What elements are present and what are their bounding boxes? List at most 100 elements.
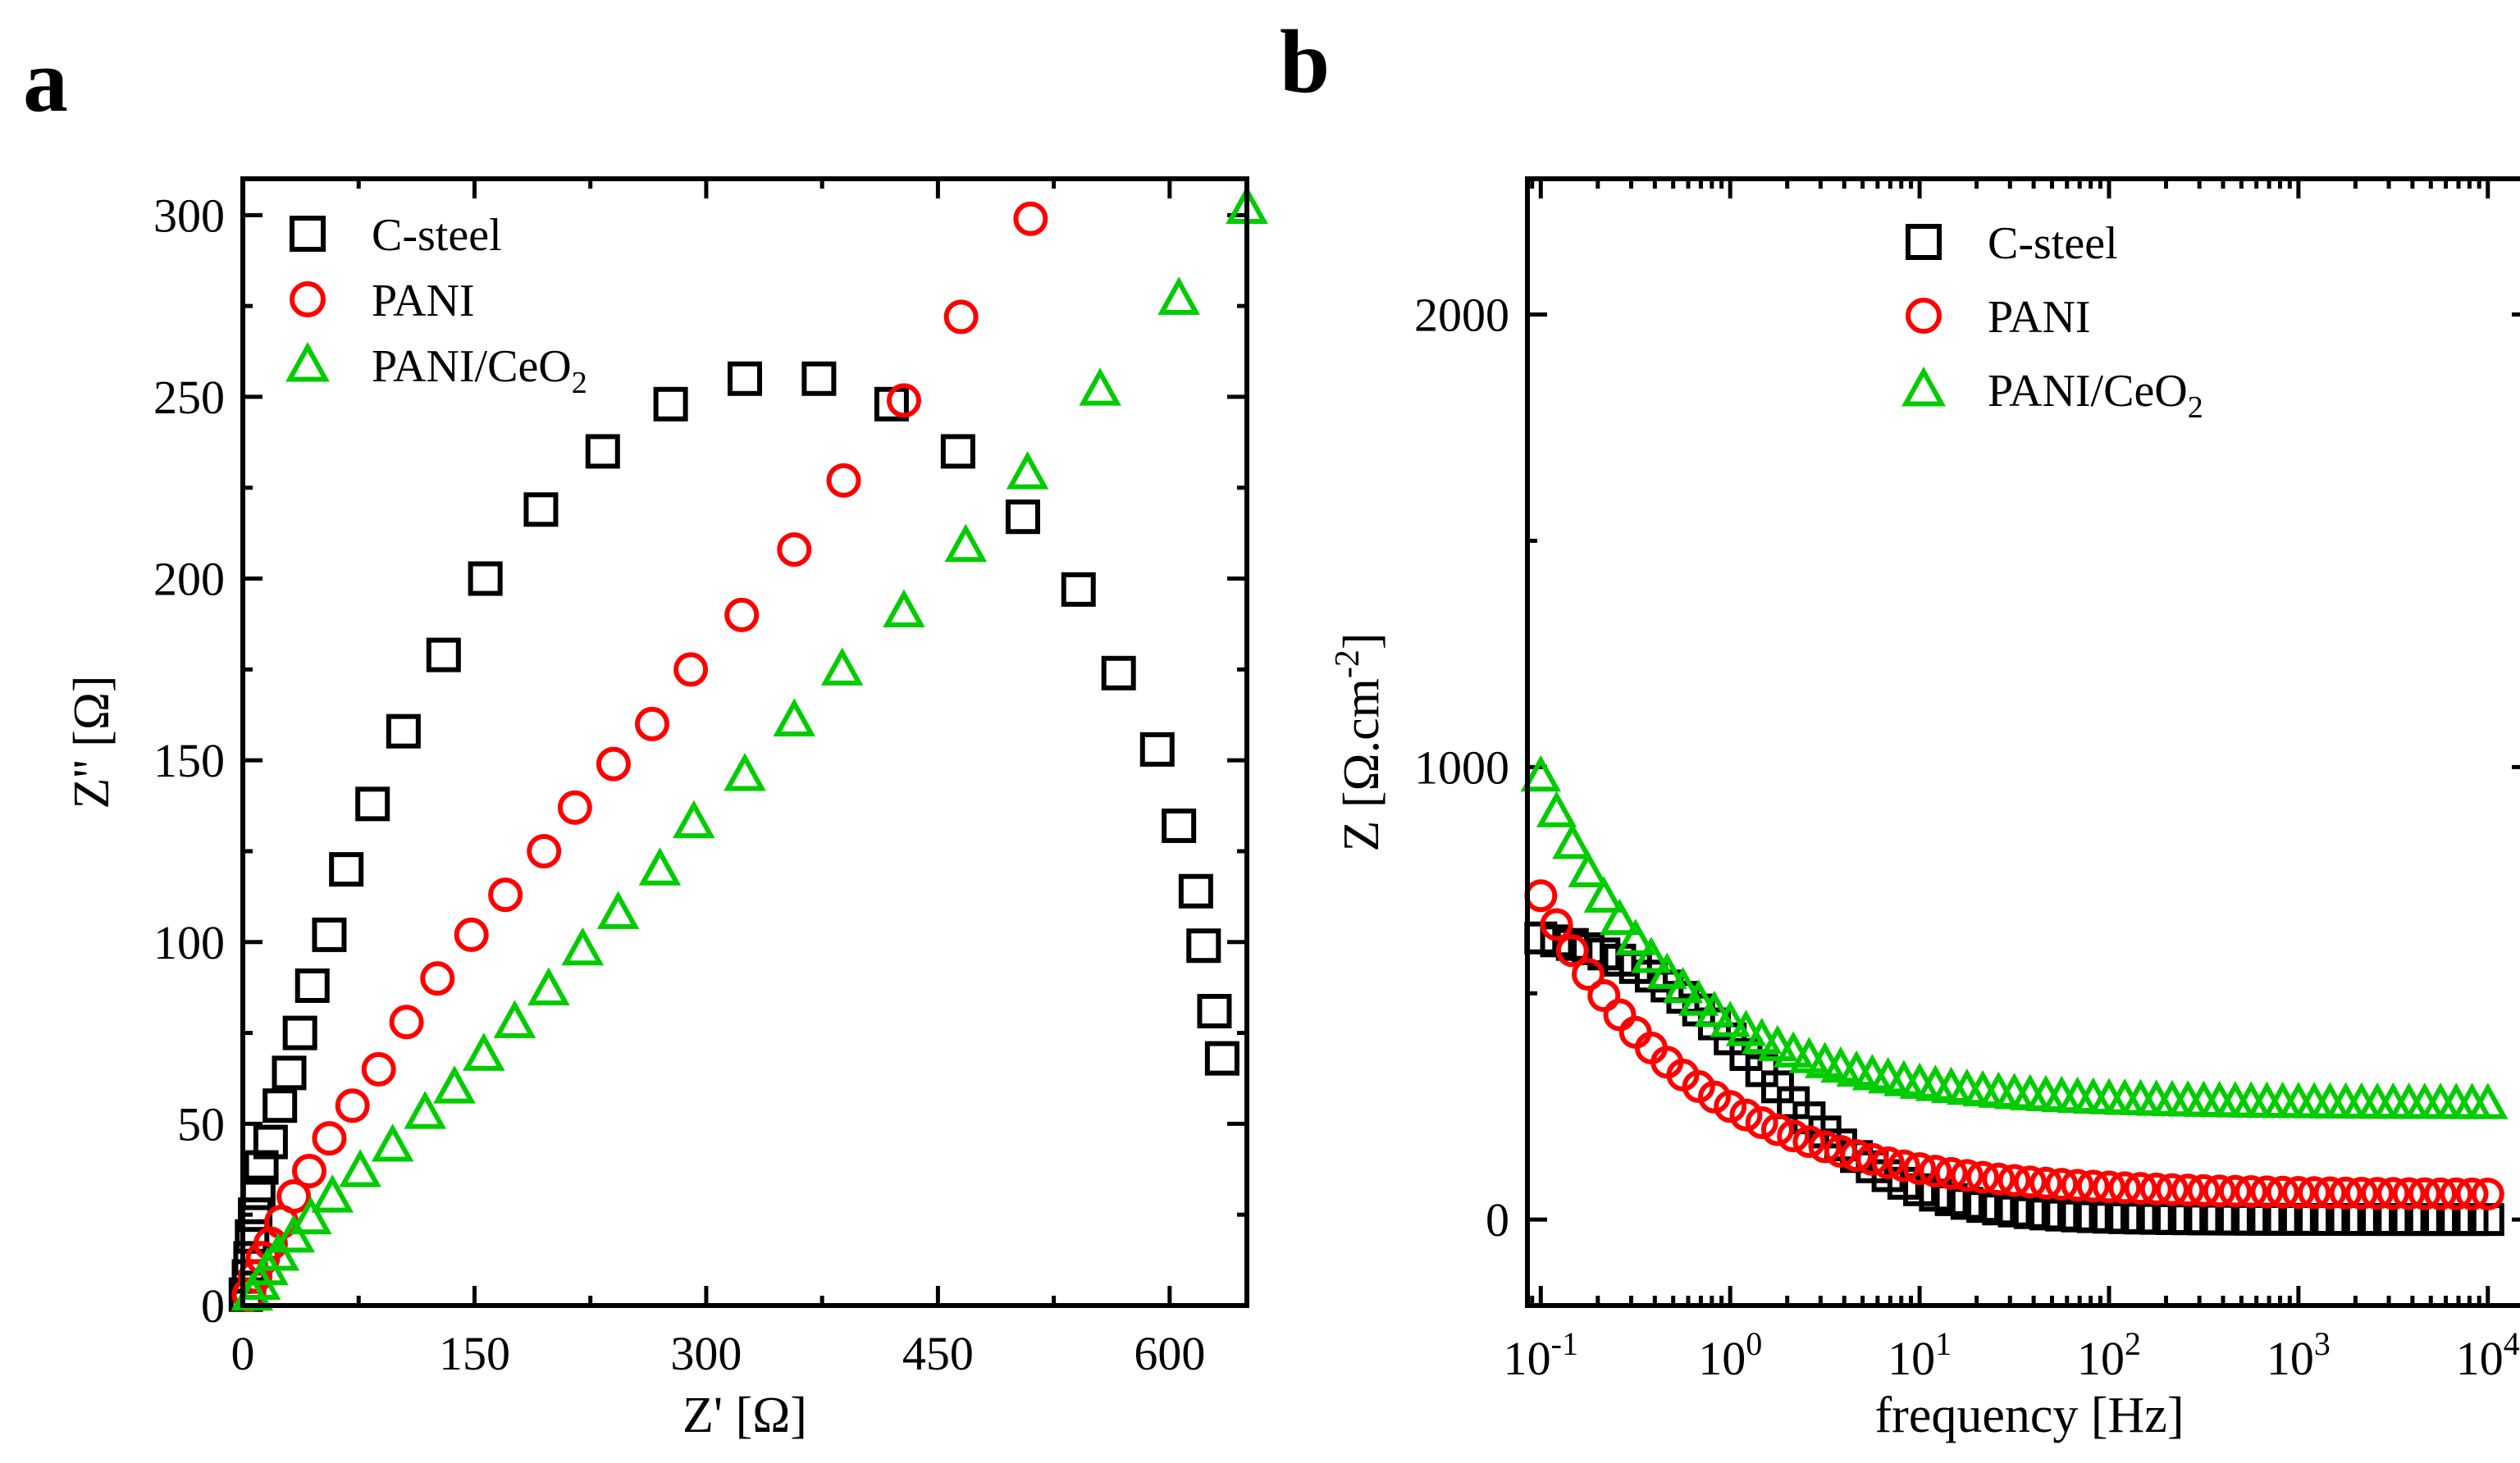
panel-b-point-circle <box>2281 1176 2315 1210</box>
panel-a-point-circle <box>361 1051 396 1087</box>
panel-b-point-circle <box>2171 1174 2205 1207</box>
panel-b-point-circle <box>2108 1171 2142 1205</box>
panel-b-x-tick-label: 101 <box>1888 1325 1952 1385</box>
panel-a-point-triangle <box>1079 367 1121 406</box>
panel-a-point-square <box>282 1015 317 1051</box>
panel-b-series-circle <box>1524 879 2504 1210</box>
panel-b-point-circle <box>1540 908 1573 941</box>
panel-a-point-square <box>1101 655 1136 690</box>
panel-a-legend: C-steel PANI PANI/CeO2 <box>285 210 587 400</box>
panel-a-point-square <box>468 561 503 596</box>
panel-b-point-triangle <box>2468 1082 2509 1119</box>
panel-b-point-circle <box>2298 1176 2331 1210</box>
panel-b-point-circle <box>2124 1172 2157 1205</box>
panel-b-point-triangle <box>1631 937 1672 973</box>
panel-a-y-tick-label: 100 <box>153 916 225 969</box>
panel-a-point-triangle <box>673 800 715 839</box>
panel-b-point-circle <box>2329 1176 2362 1210</box>
panel-a-data <box>228 185 1268 1312</box>
panel-b-x-axis-label: frequency [Hz] <box>1875 1388 2184 1443</box>
panel-b-point-circle <box>1572 958 1605 991</box>
panel-a-point-triangle <box>724 753 766 791</box>
panel-a-point-square <box>312 917 347 952</box>
panel-b-point-circle <box>2408 1177 2441 1210</box>
panel-a-point-circle <box>527 833 562 868</box>
panel-b-point-triangle <box>1646 952 1687 989</box>
panel-b-point-circle <box>1808 1130 1842 1164</box>
panel-b-point-circle <box>2092 1170 2125 1204</box>
panel-a-x-axis-label: Z' [Ω] <box>682 1388 807 1443</box>
panel-b-point-circle <box>2203 1174 2236 1208</box>
panel-b-point-circle <box>2187 1174 2221 1207</box>
panel-b-x-tick-label: 104 <box>2456 1325 2520 1385</box>
panel-b-point-circle <box>1966 1160 2000 1194</box>
panel-b-point-triangle <box>1725 1010 1767 1046</box>
panel-a-point-square <box>294 968 330 1003</box>
panel-b-point-circle <box>2266 1175 2299 1209</box>
panel-b-point-circle <box>1697 1080 1731 1114</box>
panel-b-point-circle <box>1555 934 1589 968</box>
panel-b-point-circle <box>1792 1125 1826 1159</box>
panel-a-point-circle <box>557 790 592 825</box>
panel-b-point-circle <box>2392 1177 2426 1210</box>
panel-b-point-circle <box>1871 1146 1905 1179</box>
panel-b-point-circle <box>2045 1168 2079 1201</box>
panel-a-point-triangle <box>339 1149 381 1187</box>
panel-b-point-circle <box>1919 1155 1952 1188</box>
panel-b-point-triangle <box>1568 850 1609 888</box>
panel-a-y-tick-label: 50 <box>177 1097 225 1151</box>
panel-a-point-circle <box>635 706 670 741</box>
panel-b-point-triangle <box>1742 1017 1783 1055</box>
panel-a-y-tick-label: 200 <box>153 553 225 606</box>
panel-b-data <box>1520 754 2509 1237</box>
panel-b-point-circle <box>1934 1156 1968 1190</box>
panel-a-point-square <box>653 386 688 422</box>
panel-b-point-circle <box>2076 1169 2110 1203</box>
panel-a-point-triangle <box>820 647 864 686</box>
panel-a-point-circle <box>826 463 861 498</box>
panel-a-series-triangle <box>231 185 1268 1311</box>
panel-b-point-circle <box>2029 1166 2063 1200</box>
panel-a-point-square <box>1178 873 1213 909</box>
panel-a-point-triangle <box>290 1196 332 1235</box>
panel-b-point-circle <box>2235 1175 2268 1209</box>
panel-a-point-square <box>1204 1041 1239 1076</box>
panel-a-point-triangle <box>311 1174 354 1213</box>
panel-a-point-triangle <box>944 523 988 563</box>
panel-a-x-tick-label: 450 <box>902 1327 974 1380</box>
panel-b-point-circle <box>1745 1106 1778 1140</box>
panel-a-y-axis-label: Z'' [Ω] <box>64 675 120 809</box>
panel-b-point-circle <box>1887 1149 1920 1183</box>
panel-b-point-triangle <box>1536 791 1577 827</box>
panel-a-y-tick-label: 150 <box>153 734 225 787</box>
panel-b-point-triangle <box>1520 754 1561 792</box>
panel-b-legend: C-steel PANI PANI/CeO2 <box>1901 218 2203 425</box>
panel-b-y-tick-label: 2000 <box>1414 289 1509 342</box>
panel-b-y-tick-label: 1000 <box>1414 741 1509 794</box>
panel-a-point-triangle <box>404 1091 447 1129</box>
panel-a-point-triangle <box>527 967 570 1005</box>
panel-b-point-circle <box>2376 1177 2410 1210</box>
panel-a-point-square <box>1186 928 1221 964</box>
panel-a-point-square <box>585 434 620 469</box>
panel-a-x-tick-label: 0 <box>231 1327 255 1380</box>
panel-a-point-circle <box>724 597 760 632</box>
panel-a-nyquist-plot: 0 150 300 450 600 0 50 100 150 200 250 300 C-steel P… <box>64 176 1268 1443</box>
panel-a-point-square <box>1139 732 1175 767</box>
panel-b-y-axis-label: Z [Ω.cm-2] <box>1329 633 1390 852</box>
panel-a-point-circle <box>673 652 709 687</box>
panel-a-series-square <box>228 361 1239 1312</box>
panel-a-point-square <box>801 361 837 396</box>
panel-b-point-circle <box>2250 1175 2284 1209</box>
panel-b-legend-label: C-steel <box>1988 218 2118 269</box>
panel-b-legend-label: PANI <box>1988 292 2091 343</box>
panel-b-point-circle <box>1840 1139 1874 1173</box>
panel-b-point-triangle <box>1552 823 1593 859</box>
panel-a-legend-marker-triangle <box>285 341 330 382</box>
panel-b-point-circle <box>2440 1177 2473 1210</box>
panel-a-point-circle <box>291 1154 326 1189</box>
panel-b-point-triangle <box>1583 876 1624 913</box>
panel-a-letter: a <box>23 30 68 130</box>
panel-a-point-square <box>1197 993 1232 1028</box>
